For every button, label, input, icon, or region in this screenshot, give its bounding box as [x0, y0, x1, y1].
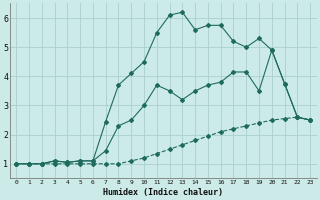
X-axis label: Humidex (Indice chaleur): Humidex (Indice chaleur) [103, 188, 223, 197]
